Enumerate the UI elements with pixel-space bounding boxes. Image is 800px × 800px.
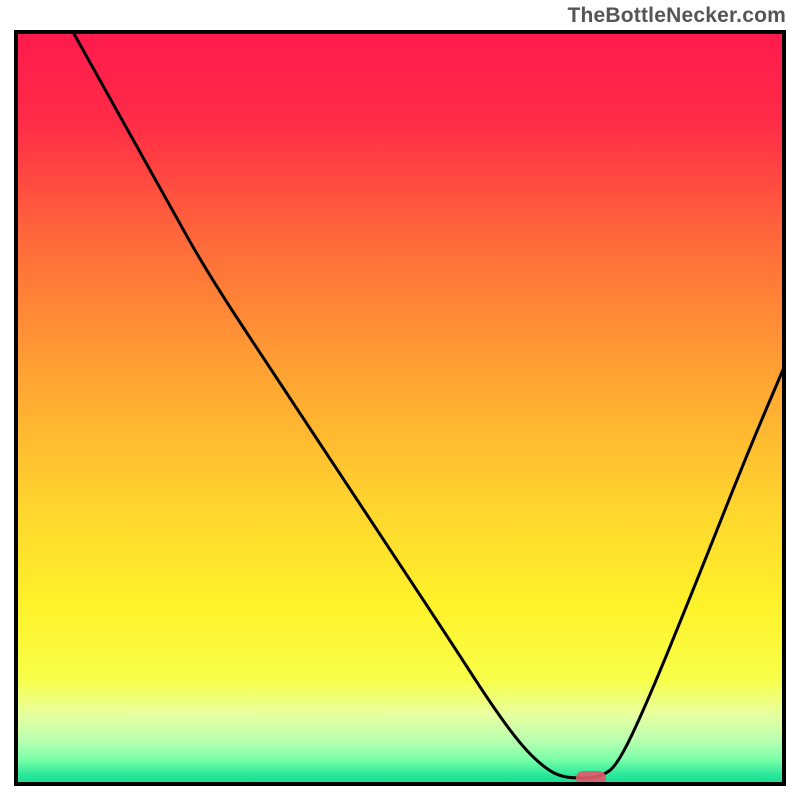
plot-area xyxy=(14,30,786,786)
watermark-text: TheBottleNecker.com xyxy=(567,4,786,28)
chart-container: TheBottleNecker.com xyxy=(0,0,800,800)
plot-border xyxy=(14,30,786,786)
